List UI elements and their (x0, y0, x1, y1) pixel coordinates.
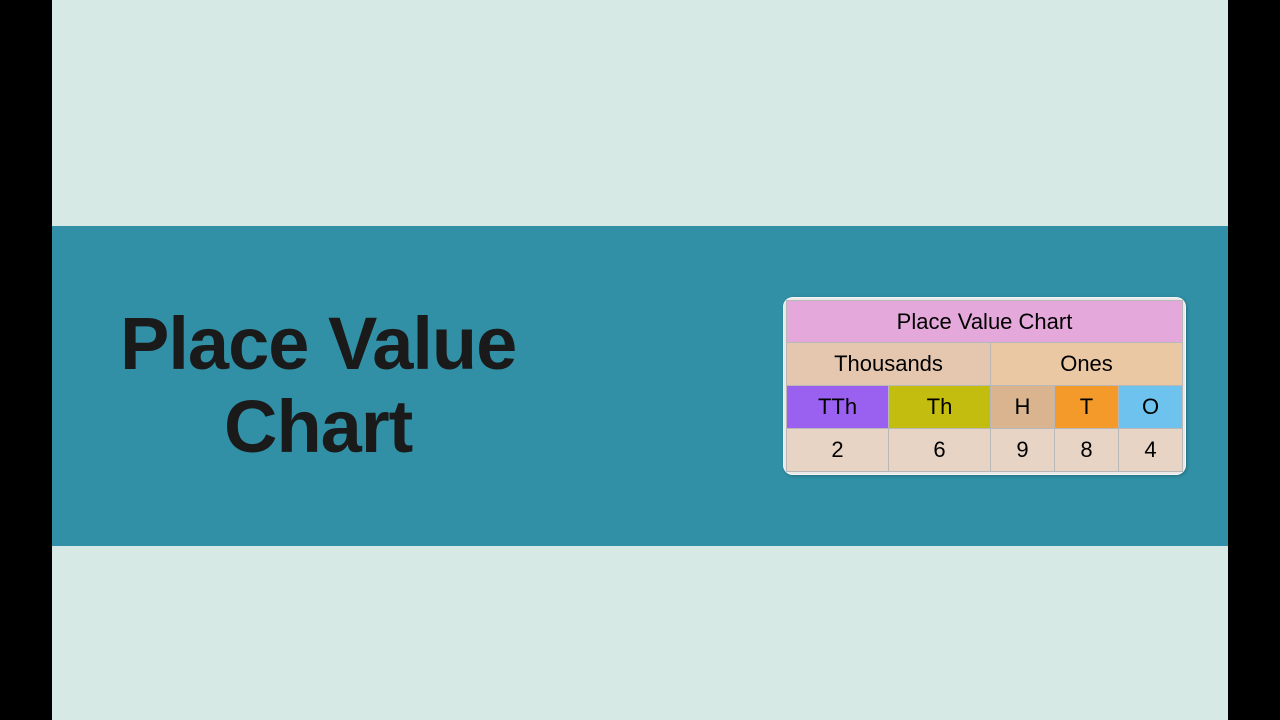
slide-root: Place Value Chart Place Value Chart Thou… (0, 0, 1280, 720)
heading-line-2: Chart (120, 386, 516, 469)
place-value-chart-card: Place Value Chart Thousands Ones TTh Th … (783, 297, 1186, 475)
col-t: T (1055, 386, 1119, 429)
table-title-row: Place Value Chart (787, 301, 1183, 343)
table-title-cell: Place Value Chart (787, 301, 1183, 343)
slide-heading: Place Value Chart (120, 303, 516, 469)
table-value-row: 2 6 9 8 4 (787, 429, 1183, 472)
heading-line-1: Place Value (120, 303, 516, 386)
col-th: Th (889, 386, 991, 429)
val-h: 9 (991, 429, 1055, 472)
title-banner: Place Value Chart Place Value Chart Thou… (52, 226, 1228, 546)
slide-stage: Place Value Chart Place Value Chart Thou… (52, 0, 1228, 720)
group-ones: Ones (991, 343, 1183, 386)
place-value-table: Place Value Chart Thousands Ones TTh Th … (786, 300, 1183, 472)
val-o: 4 (1119, 429, 1183, 472)
val-th: 6 (889, 429, 991, 472)
table-group-row: Thousands Ones (787, 343, 1183, 386)
col-h: H (991, 386, 1055, 429)
col-o: O (1119, 386, 1183, 429)
val-t: 8 (1055, 429, 1119, 472)
pillarbox-left (0, 0, 52, 720)
pillarbox-right (1228, 0, 1280, 720)
table-column-header-row: TTh Th H T O (787, 386, 1183, 429)
group-thousands: Thousands (787, 343, 991, 386)
col-tth: TTh (787, 386, 889, 429)
val-tth: 2 (787, 429, 889, 472)
